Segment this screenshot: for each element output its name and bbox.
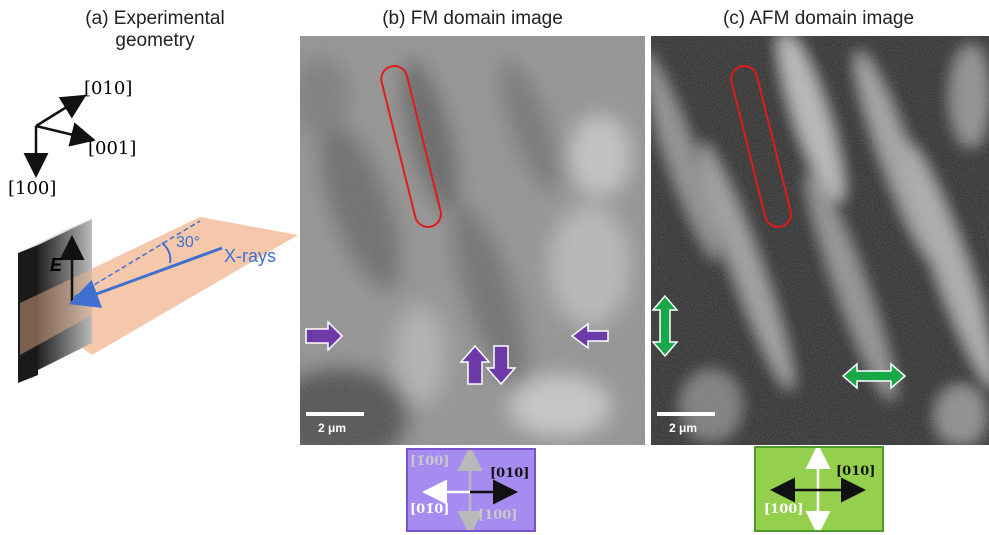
afm-double-arrow-vertical xyxy=(651,294,679,358)
afm-highlight-outline xyxy=(730,65,792,228)
fm-legend-right: [010] xyxy=(490,466,530,481)
crystal-axes-diagram xyxy=(0,60,300,210)
panel-a-title-line1: (a) Experimental xyxy=(85,8,225,29)
axis-001-arrow xyxy=(35,122,96,147)
panel-b-title: (b) FM domain image xyxy=(382,8,563,29)
axis-010-label: [010] xyxy=(84,78,133,99)
fm-legend-top-left: [1̄00] xyxy=(410,454,450,469)
xray-beam-arrow xyxy=(68,246,223,308)
geometry-diagram xyxy=(0,205,300,390)
panel-a-title-line2: geometry xyxy=(115,30,195,51)
fm-legend-box: [1̄00] [010] [01̄0] [100] xyxy=(406,446,536,535)
axis-010-arrow xyxy=(35,94,87,128)
fm-arrow-down xyxy=(485,345,517,386)
fm-image-svg xyxy=(300,36,645,445)
axis-100-label: [100] xyxy=(8,178,57,199)
fm-highlight-outline xyxy=(380,65,442,228)
afm-legend-right: [010] xyxy=(836,464,876,479)
afm-legend-left: [100] xyxy=(764,502,804,517)
e-field-label: E xyxy=(50,255,63,275)
crystal-axes-svg xyxy=(23,94,96,178)
panel-c-title: (c) AFM domain image xyxy=(722,8,915,29)
angle-arc xyxy=(161,242,172,264)
panel-a-title: (a) Experimental geometry xyxy=(60,8,250,52)
afm-double-arrow-horizontal xyxy=(841,362,907,390)
fm-arrow-right xyxy=(305,320,344,352)
fm-arrow-up xyxy=(459,344,491,385)
sample-top xyxy=(18,219,92,253)
fm-legend-svg xyxy=(422,446,518,535)
fm-scale-label: 2 μm xyxy=(318,421,347,435)
fm-arrow-left xyxy=(570,322,609,350)
afm-legend-svg xyxy=(770,444,866,535)
fm-domain-image: 2 μm xyxy=(300,36,645,445)
angle-label: 30° xyxy=(176,234,201,251)
geometry-svg xyxy=(18,217,298,383)
afm-legend-box: [010] [100] xyxy=(754,444,884,535)
axis-001-label: [001] xyxy=(88,138,137,159)
afm-domain-image: 2 μm xyxy=(651,36,989,445)
fm-scale-bar xyxy=(306,412,364,416)
xrays-label: X-rays xyxy=(224,246,277,266)
afm-scale-label: 2 μm xyxy=(669,421,698,435)
sample-side xyxy=(18,245,38,383)
fm-legend-bottom-right: [100] xyxy=(478,508,518,523)
fm-legend-left: [01̄0] xyxy=(410,502,450,517)
afm-image-svg xyxy=(651,36,989,445)
afm-scale-bar xyxy=(657,412,715,416)
